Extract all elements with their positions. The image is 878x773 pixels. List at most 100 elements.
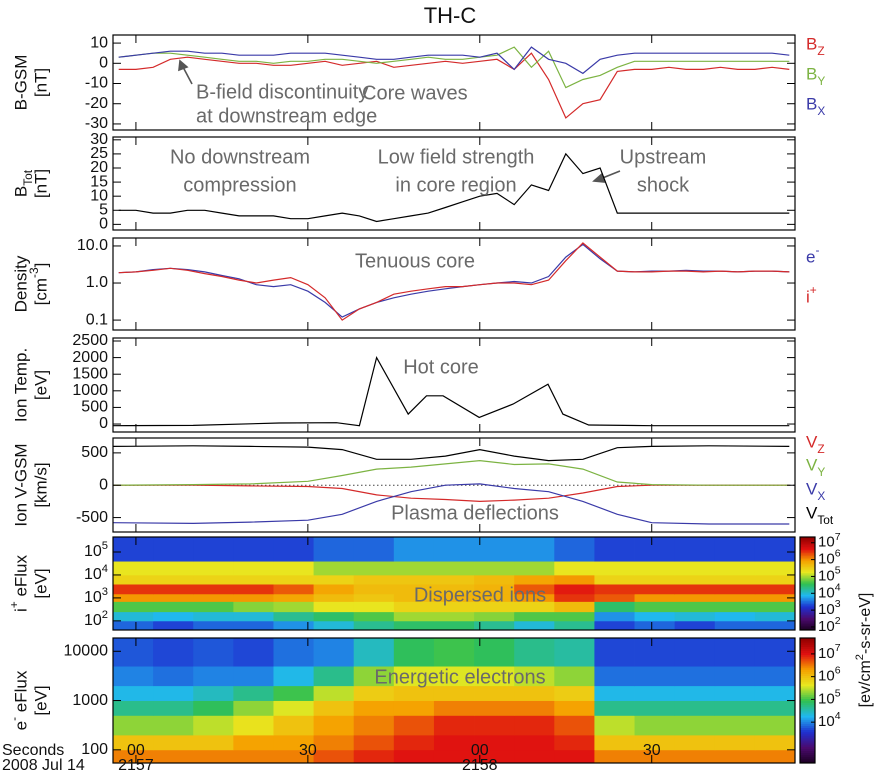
colorbar-swatch — [800, 675, 815, 679]
colorbar-swatch — [800, 605, 815, 608]
colorbar-swatch — [800, 608, 815, 611]
spectrogram-cell — [113, 666, 154, 687]
spectrogram-cell — [233, 620, 274, 630]
panel-frame — [112, 136, 796, 231]
panel-frame — [112, 536, 796, 631]
spectrogram-cell — [113, 638, 154, 667]
spectrogram-cell — [714, 537, 756, 562]
colorbar-swatch — [800, 663, 815, 666]
spectrogram-cell — [273, 584, 314, 595]
colorbar-swatch — [800, 606, 815, 609]
annotation: Tenuous core — [355, 250, 475, 272]
colorbar-swatch — [800, 760, 815, 764]
annotation: Energetic electrons — [374, 666, 545, 688]
spectrogram-cell — [754, 700, 795, 716]
spectrogram-cell — [313, 715, 355, 736]
series-line — [118, 152, 790, 223]
spectrogram-cell — [433, 749, 475, 763]
y-tick-label: 1000 — [72, 382, 108, 399]
spectrogram-cell — [594, 620, 635, 630]
spectrogram-cell — [153, 593, 194, 602]
y-tick-label: 0 — [99, 415, 108, 432]
colorbar-swatch — [800, 679, 815, 683]
colorbar-swatch — [800, 540, 815, 543]
spectrogram-cell — [273, 715, 314, 736]
spectrogram-cell — [474, 593, 515, 602]
spectrogram-cell — [674, 537, 716, 562]
y-tick-label: 102 — [84, 609, 108, 629]
colorbar-swatch — [800, 549, 815, 552]
spectrogram-cell — [594, 715, 635, 736]
spectrogram-cell — [273, 593, 314, 602]
spectrogram-cell — [353, 584, 395, 595]
spectrogram-cell — [113, 593, 154, 602]
spectrogram-cell — [313, 734, 355, 751]
colorbar-swatch — [800, 583, 815, 586]
spectrogram-cell — [393, 611, 435, 622]
spectrogram-cell — [754, 715, 795, 736]
spectrogram-cell — [433, 638, 475, 667]
spectrogram-cell — [353, 685, 395, 701]
spectrogram-cell — [634, 734, 676, 751]
y-tick-label: 25 — [90, 145, 108, 162]
spectrogram-cell — [113, 700, 154, 716]
x-tick-label: 00 — [127, 742, 145, 759]
spectrogram-cell — [674, 574, 716, 585]
spectrogram-cell — [113, 734, 154, 751]
spectrogram-cell — [514, 734, 555, 751]
spectrogram-cell — [113, 574, 154, 585]
colorbar-swatch — [800, 589, 815, 592]
spectrogram-cell — [674, 715, 716, 736]
colorbar-swatch — [800, 538, 815, 541]
colorbar-swatch — [800, 638, 815, 641]
spectrogram-cell — [273, 734, 314, 751]
arrow-head — [178, 59, 189, 72]
spectrogram-cell — [153, 574, 194, 585]
spectrogram-cell — [474, 601, 515, 613]
colorbar-swatch — [800, 742, 815, 745]
colorbar-tick-label: 105 — [818, 687, 841, 707]
spectrogram-cell — [193, 715, 234, 736]
colorbar-swatch — [800, 681, 815, 685]
y-tick-label: 1.0 — [86, 274, 108, 291]
colorbar-swatch — [800, 603, 815, 606]
y-tick-label: 104 — [84, 563, 108, 583]
colorbar-swatch — [800, 756, 815, 760]
x-tick-label: 30 — [299, 742, 317, 759]
spectrogram-cell — [474, 666, 515, 687]
x-tick-label: 00 — [471, 742, 489, 759]
spectrogram-cell — [714, 611, 756, 622]
colorbar-swatch — [800, 581, 815, 584]
spectrogram-cell — [514, 638, 555, 667]
y-axis-label: e- eFlux — [7, 670, 30, 730]
spectrogram-cell — [554, 734, 595, 751]
spectrogram-cell — [634, 749, 676, 763]
colorbar-swatch — [800, 669, 815, 672]
spectrogram-cell — [474, 749, 515, 763]
spectrogram-cell — [674, 584, 716, 595]
spectrogram-cell — [353, 700, 395, 716]
colorbar-swatch — [800, 640, 815, 643]
x-axis-label: 2008 Jul 14 — [2, 757, 85, 773]
spectrogram-cell — [594, 666, 635, 687]
colorbar-swatch — [800, 625, 815, 628]
spectrogram-cell — [674, 666, 716, 687]
spectrogram-cell — [714, 749, 756, 763]
spectrogram-cell — [353, 734, 395, 751]
spectrogram-cell — [674, 601, 716, 613]
spectrogram-cell — [353, 593, 395, 602]
spectrogram-cell — [754, 561, 795, 576]
y-tick-label: 15 — [90, 173, 108, 190]
colorbar-swatch — [800, 612, 815, 615]
spectrogram-cell — [634, 561, 676, 576]
colorbar-swatch — [800, 735, 815, 739]
annotation: No downstream — [170, 146, 310, 168]
spectrogram-cell — [153, 666, 194, 687]
colorbar-swatch — [800, 752, 815, 756]
colorbar-swatch — [800, 555, 815, 558]
spectrogram-cell — [273, 666, 314, 687]
panel-frame — [112, 337, 796, 433]
spectrogram-cell — [233, 537, 274, 562]
spectrogram-cell — [514, 561, 555, 576]
